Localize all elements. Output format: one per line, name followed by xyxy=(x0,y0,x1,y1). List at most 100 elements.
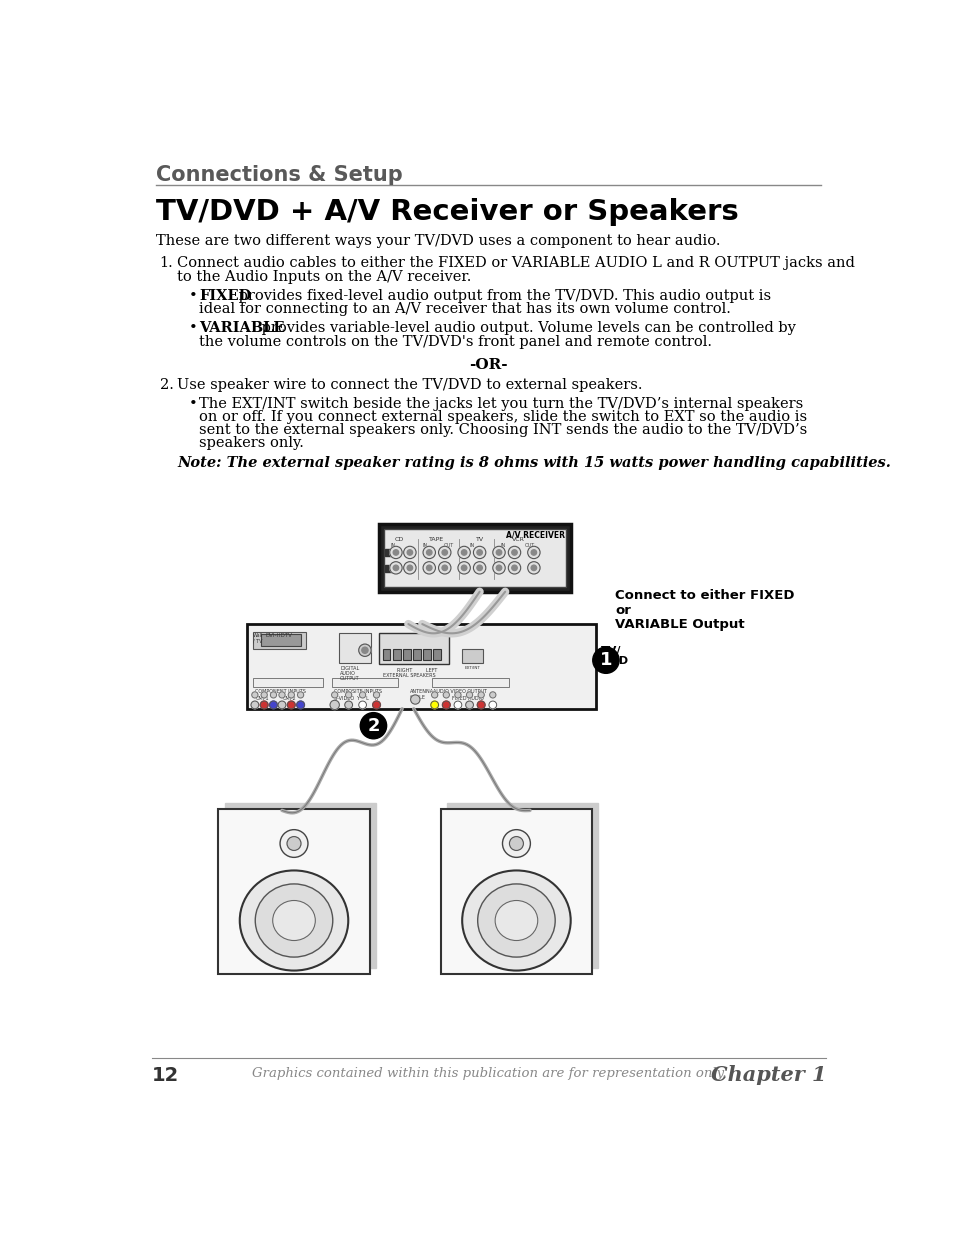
Circle shape xyxy=(403,546,416,558)
Bar xyxy=(461,648,483,662)
Ellipse shape xyxy=(273,900,315,941)
Text: •: • xyxy=(189,289,197,303)
Text: DVD: DVD xyxy=(599,656,627,667)
Circle shape xyxy=(527,562,539,574)
Bar xyxy=(253,678,323,687)
Circle shape xyxy=(330,700,339,710)
Circle shape xyxy=(511,566,517,571)
Circle shape xyxy=(476,701,484,709)
Circle shape xyxy=(455,692,460,698)
Circle shape xyxy=(457,546,470,558)
Ellipse shape xyxy=(239,871,348,971)
Circle shape xyxy=(426,550,432,556)
Circle shape xyxy=(431,692,437,698)
Bar xyxy=(247,624,596,709)
Bar xyxy=(431,678,509,687)
Circle shape xyxy=(592,647,618,673)
Text: VARIABLE: VARIABLE xyxy=(199,321,284,336)
Text: DIGITAL: DIGITAL xyxy=(340,666,359,671)
Text: 1.: 1. xyxy=(159,256,173,270)
Text: •: • xyxy=(189,321,197,336)
Circle shape xyxy=(508,546,520,558)
Circle shape xyxy=(527,546,539,558)
Circle shape xyxy=(251,701,258,709)
Text: IN: IN xyxy=(422,543,428,548)
Circle shape xyxy=(493,562,505,574)
Text: •: • xyxy=(189,396,197,411)
Text: AUDIO: AUDIO xyxy=(340,671,355,676)
Circle shape xyxy=(489,692,496,698)
Circle shape xyxy=(252,692,257,698)
Ellipse shape xyxy=(502,830,530,857)
Ellipse shape xyxy=(287,836,301,851)
Circle shape xyxy=(270,701,277,709)
Circle shape xyxy=(361,647,368,653)
Circle shape xyxy=(297,692,303,698)
Text: -OR-: -OR- xyxy=(469,358,508,372)
Circle shape xyxy=(270,692,276,698)
Bar xyxy=(433,650,440,661)
Circle shape xyxy=(393,550,398,556)
Circle shape xyxy=(359,692,365,698)
Bar xyxy=(413,650,420,661)
Ellipse shape xyxy=(509,836,523,851)
Bar xyxy=(402,650,410,661)
Circle shape xyxy=(390,562,402,574)
Circle shape xyxy=(438,562,451,574)
Circle shape xyxy=(531,566,536,571)
Text: or: or xyxy=(615,604,631,618)
Circle shape xyxy=(438,546,451,558)
Circle shape xyxy=(407,566,412,571)
Text: Chapter 1: Chapter 1 xyxy=(710,1066,825,1086)
Text: TV: TV xyxy=(475,537,483,542)
Circle shape xyxy=(403,562,416,574)
Text: VCR: VCR xyxy=(512,537,524,542)
Text: 2: 2 xyxy=(367,716,379,735)
Circle shape xyxy=(422,546,435,558)
Circle shape xyxy=(477,692,484,698)
Text: Graphics contained within this publication are for representation only.: Graphics contained within this publicati… xyxy=(252,1067,725,1079)
Ellipse shape xyxy=(255,884,333,957)
Bar xyxy=(447,803,598,968)
Text: Connect to either FIXED: Connect to either FIXED xyxy=(615,589,794,601)
Text: OUT: OUT xyxy=(524,543,535,548)
Circle shape xyxy=(431,701,438,709)
Circle shape xyxy=(511,550,517,556)
Text: EXTERNAL SPEAKERS: EXTERNAL SPEAKERS xyxy=(382,673,435,678)
Text: A/V RECEIVER: A/V RECEIVER xyxy=(505,530,564,540)
Circle shape xyxy=(278,692,285,698)
Circle shape xyxy=(278,701,286,709)
Text: AUDIO VIDEO OUTPUT: AUDIO VIDEO OUTPUT xyxy=(433,689,487,694)
Circle shape xyxy=(476,566,482,571)
Circle shape xyxy=(358,645,371,656)
Text: the volume controls on the TV/DVD's front panel and remote control.: the volume controls on the TV/DVD's fron… xyxy=(199,335,711,348)
Circle shape xyxy=(410,695,419,704)
Circle shape xyxy=(332,692,337,698)
Text: DVI-HDTV: DVI-HDTV xyxy=(266,634,293,638)
Text: Connections & Setup: Connections & Setup xyxy=(156,165,403,185)
Text: CD: CD xyxy=(394,537,403,542)
Ellipse shape xyxy=(461,871,570,971)
Circle shape xyxy=(390,546,402,558)
Text: provides variable-level audio output. Volume levels can be controlled by: provides variable-level audio output. Vo… xyxy=(257,321,795,336)
Text: VARIABLE Output: VARIABLE Output xyxy=(615,618,744,631)
Circle shape xyxy=(496,550,501,556)
Circle shape xyxy=(344,701,353,709)
Text: Use speaker wire to connect the TV/DVD to external speakers.: Use speaker wire to connect the TV/DVD t… xyxy=(177,378,642,391)
Bar xyxy=(261,634,301,646)
Text: TAPE: TAPE xyxy=(429,537,444,542)
Text: The EXT/INT switch beside the jacks let you turn the TV/DVD’s internal speakers: The EXT/INT switch beside the jacks let … xyxy=(199,396,802,411)
Circle shape xyxy=(393,566,398,571)
Text: to the Audio Inputs on the A/V receiver.: to the Audio Inputs on the A/V receiver. xyxy=(177,270,471,284)
Circle shape xyxy=(476,550,482,556)
Ellipse shape xyxy=(477,884,555,957)
Bar xyxy=(378,634,448,664)
Circle shape xyxy=(454,701,461,709)
Text: FIXED AUDIO: FIXED AUDIO xyxy=(452,697,484,701)
Text: provides fixed-level audio output from the TV/DVD. This audio output is: provides fixed-level audio output from t… xyxy=(233,289,770,303)
Text: These are two different ways your TV/DVD uses a component to hear audio.: These are two different ways your TV/DVD… xyxy=(156,235,720,248)
Bar xyxy=(440,809,592,974)
Text: EXT/INT: EXT/INT xyxy=(464,666,480,669)
Text: Connect audio cables to either the FIXED or VARIABLE AUDIO L and R OUTPUT jacks : Connect audio cables to either the FIXED… xyxy=(177,256,854,270)
Circle shape xyxy=(473,562,485,574)
